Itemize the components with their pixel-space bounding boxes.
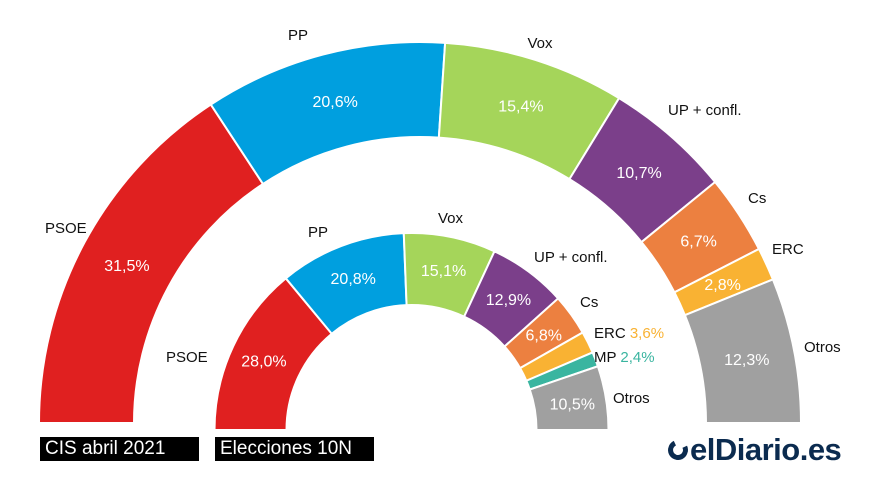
value-label: 20,8% — [331, 271, 376, 288]
party-label: UP + confl. — [534, 249, 608, 266]
value-label: 6,8% — [525, 328, 561, 345]
value-label: 20,6% — [312, 94, 357, 111]
value-label: 15,4% — [498, 99, 543, 116]
logo-text: elDiario.es — [690, 432, 842, 467]
segment-otros — [683, 278, 803, 424]
party-label: UP + confl. — [668, 102, 742, 119]
party-label: Otros — [613, 390, 650, 407]
party-label: PSOE — [166, 349, 208, 366]
legend-outer-label: CIS abril 2021 — [40, 437, 199, 461]
party-label: Cs — [748, 190, 766, 207]
value-label: 2,4% — [620, 349, 654, 366]
party-label: Cs — [580, 294, 598, 311]
logo-icon — [665, 437, 691, 463]
value-label: 3,6% — [630, 325, 664, 342]
value-label: 2,8% — [704, 277, 740, 294]
value-label: 12,3% — [724, 352, 769, 369]
party-label: Vox — [527, 35, 553, 52]
value-label: 28,0% — [241, 354, 286, 371]
value-label: 15,1% — [421, 263, 466, 280]
eldiario-logo: elDiario.es — [665, 432, 842, 468]
party-label: Otros — [804, 339, 841, 356]
party-label: ERC 3,6% — [594, 325, 664, 342]
party-label: ERC — [772, 241, 804, 258]
value-label: 6,7% — [680, 234, 716, 251]
value-label: 31,5% — [104, 258, 149, 275]
party-label: PSOE — [45, 220, 87, 237]
value-label: 10,7% — [616, 165, 661, 182]
value-label: 10,5% — [550, 396, 595, 413]
segment-otros — [528, 364, 610, 431]
party-label: PP — [288, 27, 308, 44]
legend-inner-label: Elecciones 10N — [215, 437, 374, 461]
party-name: ERC — [594, 325, 630, 342]
party-name: MP — [594, 349, 620, 366]
party-label: MP 2,4% — [594, 349, 655, 366]
party-label: PP — [308, 224, 328, 241]
party-label: Vox — [438, 210, 464, 227]
value-label: 12,9% — [486, 292, 531, 309]
